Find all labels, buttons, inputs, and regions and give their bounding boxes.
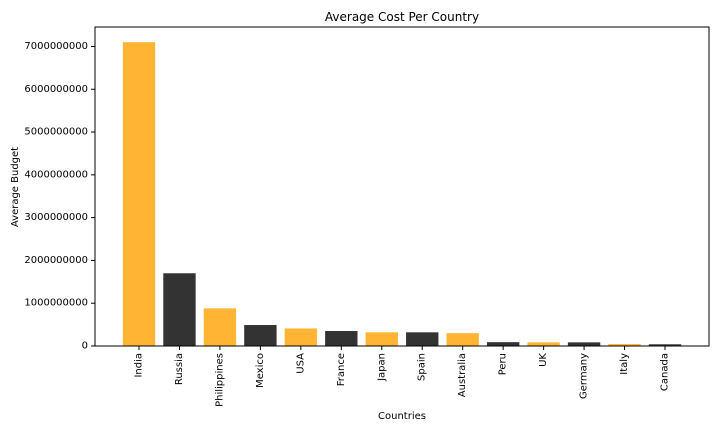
bar-uk	[527, 342, 560, 346]
bar-italy	[608, 344, 641, 346]
x-tick-label: Spain	[417, 353, 428, 381]
bar-australia	[446, 333, 479, 346]
bar-russia	[163, 273, 196, 346]
x-axis-ticks: India Russia Philippines Mexico USA France Jap…	[134, 346, 671, 407]
chart-title: Average Cost Per Country	[325, 10, 479, 24]
bars-group	[122, 42, 682, 346]
bar-spain	[406, 332, 439, 346]
bar-usa	[284, 328, 318, 346]
y-tick-label: 7000000000	[24, 41, 88, 52]
x-tick-label: Mexico	[255, 353, 266, 388]
y-axis-label: Average Budget	[10, 147, 21, 227]
y-tick-label: 3000000000	[24, 212, 88, 223]
x-axis-label: Countries	[378, 411, 426, 422]
x-tick-label: Japan	[376, 353, 387, 382]
bar-mexico	[244, 325, 277, 346]
x-tick-label: USA	[295, 353, 306, 374]
y-tick-label: 1000000000	[24, 298, 88, 309]
bar-canada	[648, 344, 682, 346]
x-tick-label: UK	[538, 353, 549, 367]
x-tick-label: Philippines	[214, 353, 225, 407]
x-tick-label: Australia	[457, 353, 468, 397]
bar-india	[122, 42, 156, 346]
bar-germany	[567, 342, 601, 346]
bar-peru	[486, 342, 520, 346]
y-tick-label: 2000000000	[24, 255, 88, 266]
plot-frame	[94, 26, 710, 347]
bar-philippines	[203, 308, 237, 346]
x-tick-label: Germany	[579, 353, 590, 399]
y-tick-label: 4000000000	[24, 169, 88, 180]
y-tick-label: 6000000000	[24, 84, 88, 95]
x-tick-label: Italy	[619, 353, 630, 375]
bar-france	[325, 331, 358, 346]
bar-japan	[365, 332, 398, 346]
y-tick-label: 5000000000	[24, 127, 88, 138]
x-tick-label: India	[134, 353, 145, 378]
x-tick-label: France	[336, 353, 347, 386]
x-tick-label: Peru	[498, 353, 509, 375]
y-axis-ticks: 0 1000000000 2000000000 3000000000 400000000…	[24, 41, 95, 352]
x-tick-label: Canada	[660, 353, 671, 391]
x-tick-label: Russia	[174, 353, 185, 385]
y-tick-label: 0	[82, 341, 88, 352]
